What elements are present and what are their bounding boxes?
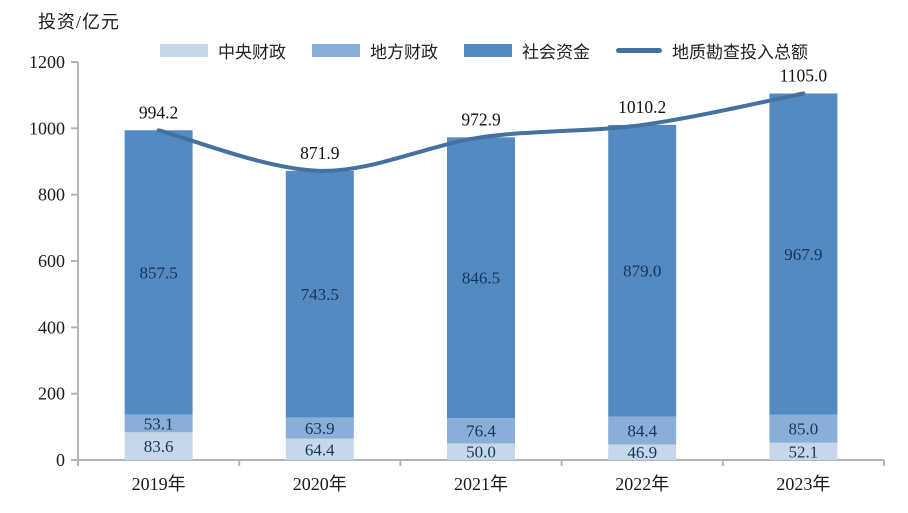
bar-segment-central	[608, 444, 677, 460]
segment-value-label: 76.4	[466, 422, 496, 441]
legend-line-swatch	[616, 48, 662, 53]
segment-value-label: 857.5	[139, 263, 177, 282]
segment-value-label: 83.6	[144, 437, 174, 456]
x-tick-label: 2019年	[132, 474, 186, 494]
segment-value-label: 743.5	[301, 285, 339, 304]
bar-segment-social	[285, 170, 354, 418]
y-tick-label: 200	[38, 384, 65, 404]
bar-segment-central	[124, 432, 193, 460]
legend-swatch-social	[464, 44, 512, 57]
y-axis-title: 投资/亿元	[38, 12, 121, 32]
legend-label: 地方财政	[370, 43, 438, 62]
y-tick-label: 800	[38, 185, 65, 205]
legend-label: 社会资金	[522, 43, 590, 62]
total-value-label: 1010.2	[618, 97, 666, 117]
legend-item-central: 中央财政	[160, 38, 286, 63]
bar-segment-central	[285, 438, 354, 460]
legend-item-local: 地方财政	[312, 38, 438, 63]
legend-label: 地质勘查投入总额	[672, 43, 808, 62]
y-tick-label: 0	[56, 450, 65, 470]
x-tick-label: 2022年	[615, 474, 669, 494]
y-tick-label: 1000	[29, 118, 65, 138]
segment-value-label: 46.9	[627, 443, 657, 462]
bar-segment-local	[447, 418, 515, 444]
segment-value-label: 846.5	[462, 269, 500, 288]
y-tick-label: 1200	[29, 52, 65, 72]
segment-value-label: 53.1	[144, 414, 174, 433]
bar-segment-central	[769, 442, 838, 460]
segment-value-label: 64.4	[305, 440, 335, 459]
bar-segment-local	[285, 417, 354, 439]
y-tick-label: 600	[38, 251, 65, 271]
legend-item-social: 社会资金	[464, 38, 590, 63]
bar-segment-social	[124, 130, 193, 415]
segment-value-label: 63.9	[305, 419, 335, 438]
bar-segment-social	[608, 124, 677, 417]
legend-swatch-central	[160, 44, 208, 57]
x-tick-label: 2023年	[776, 474, 830, 494]
bar-segment-central	[447, 443, 515, 460]
x-tick-label: 2021年	[454, 474, 508, 494]
total-value-label: 994.2	[139, 102, 178, 122]
bar-segment-social	[447, 137, 515, 419]
segment-value-label: 967.9	[784, 245, 822, 264]
total-value-label: 972.9	[461, 109, 501, 129]
y-tick-label: 400	[38, 317, 65, 337]
x-tick-label: 2020年	[293, 474, 347, 494]
legend-label: 中央财政	[218, 43, 286, 62]
bar-segment-local	[124, 414, 193, 433]
legend-item-total-line: 地质勘查投入总额	[616, 38, 808, 63]
bar-segment-social	[769, 93, 838, 415]
bar-segment-local	[608, 416, 677, 445]
segment-value-label: 52.1	[789, 442, 819, 461]
total-line	[156, 91, 806, 173]
total-value-label: 1105.0	[780, 66, 828, 86]
chart-legend: 中央财政 地方财政 社会资金 地质勘查投入总额	[160, 38, 808, 63]
total-value-label: 871.9	[300, 143, 340, 163]
segment-value-label: 85.0	[789, 420, 819, 439]
legend-swatch-local	[312, 44, 360, 57]
segment-value-label: 879.0	[623, 262, 661, 281]
segment-value-label: 84.4	[627, 421, 657, 440]
segment-value-label: 50.0	[466, 443, 496, 462]
bar-segment-local	[769, 414, 838, 443]
